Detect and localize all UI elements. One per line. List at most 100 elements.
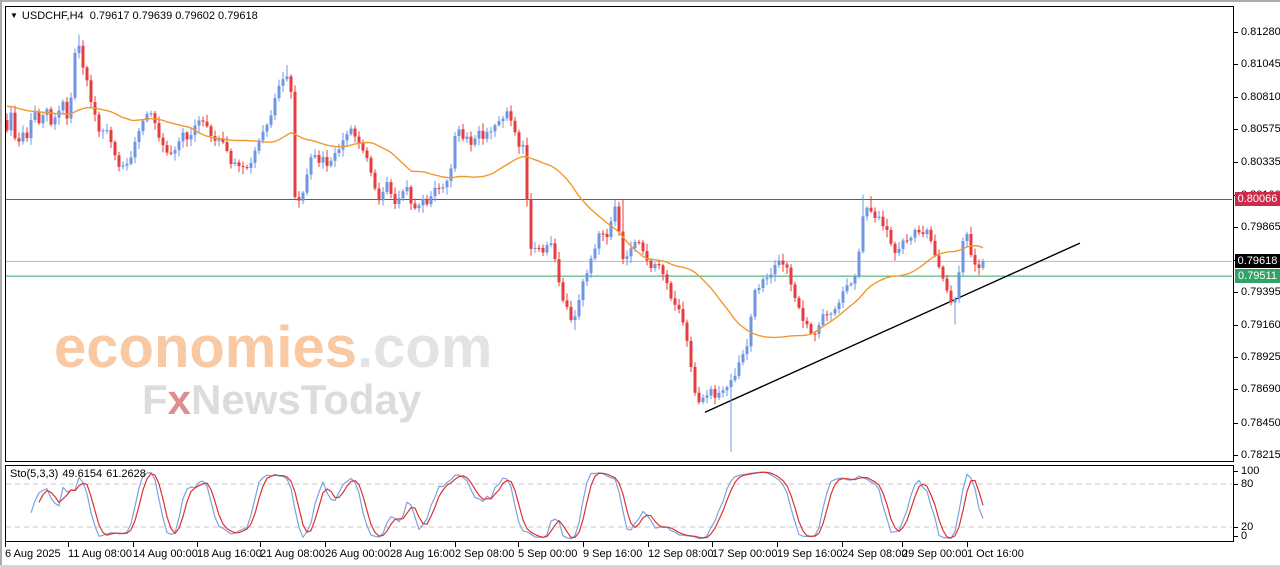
watermark-x: x [167, 376, 192, 423]
time-tick-label: 14 Aug 00:00 [133, 548, 198, 560]
price-tick [1233, 32, 1238, 33]
time-tick [967, 542, 968, 547]
stoch-scale-label: 80 [1241, 478, 1254, 490]
price-tick-label: 0.78215 [1241, 449, 1280, 461]
stoch-scale-tick [1233, 536, 1238, 537]
time-tick-label: 17 Sep 00:00 [712, 548, 778, 560]
price-tick-label: 0.81045 [1241, 58, 1280, 70]
price-badge: 0.79618 [1235, 254, 1280, 268]
time-tick-label: 12 Sep 08:00 [648, 548, 714, 560]
window-bottom-edge [0, 565, 1280, 567]
time-tick [777, 542, 778, 547]
stochastic-name: Sto(5,3,3) [10, 468, 59, 480]
stoch-scale-label: 100 [1241, 465, 1260, 477]
stochastic-panel[interactable]: Sto(5,3,3) 49.6154 61.2628 [5, 465, 1234, 542]
price-tick [1233, 357, 1238, 358]
watermark-f: F [142, 376, 168, 423]
watermark-domain: .com [357, 315, 493, 380]
candlesticks [6, 34, 985, 452]
price-tick [1233, 292, 1238, 293]
price-tick-label: 0.78925 [1241, 351, 1280, 363]
time-tick-label: 1 Oct 16:00 [967, 548, 1024, 560]
price-tick-label: 0.80810 [1241, 91, 1280, 103]
watermark: economies.com FxNewsToday [54, 319, 492, 421]
stochastic-d-value: 61.2628 [106, 468, 146, 480]
price-tick [1233, 227, 1238, 228]
time-tick-label: 19 Sep 16:00 [777, 548, 843, 560]
price-chart-panel[interactable]: ▼ USDCHF,H4 0.79617 0.79639 0.79602 0.79618 … [5, 6, 1234, 462]
stoch-scale-tick [1233, 484, 1238, 485]
price-tick [1233, 455, 1238, 456]
time-tick-label: 18 Aug 16:00 [197, 548, 262, 560]
price-tick [1233, 389, 1238, 390]
candlestick-chart-canvas[interactable] [6, 7, 1232, 460]
stochastic-d-line [38, 471, 984, 539]
time-tick [712, 542, 713, 547]
time-tick [325, 542, 326, 547]
time-tick [260, 542, 261, 547]
time-tick [518, 542, 519, 547]
time-tick [583, 542, 584, 547]
ohlc-high: 0.79639 [132, 10, 173, 22]
price-tick [1233, 97, 1238, 98]
time-tick-label: 24 Sep 08:00 [842, 548, 908, 560]
price-tick-label: 0.80335 [1241, 156, 1280, 168]
price-tick-label: 0.78690 [1241, 383, 1280, 395]
price-tick-label: 0.81280 [1241, 26, 1280, 38]
price-tick-label: 0.78450 [1241, 417, 1280, 429]
window-top-edge [0, 0, 1280, 2]
time-tick [648, 542, 649, 547]
watermark-fxnewstoday: FxNewsToday [142, 379, 492, 421]
time-tick [455, 542, 456, 547]
stoch-scale-label: 0 [1241, 530, 1248, 542]
price-axis[interactable]: 0.812800.810450.808100.805750.803350.801… [1233, 0, 1280, 567]
time-tick [197, 542, 198, 547]
stochastic-k-line [30, 471, 984, 540]
ohlc-open: 0.79617 [89, 10, 130, 22]
time-axis[interactable]: 6 Aug 2025 11 Aug 08:00 14 Aug 00:00 18 Aug… [0, 541, 1234, 565]
price-tick [1233, 162, 1238, 163]
time-tick-label: 21 Aug 08:00 [260, 548, 325, 560]
watermark-rest: NewsToday [191, 376, 422, 423]
price-tick-label: 0.79395 [1241, 286, 1280, 298]
time-tick-label: 28 Aug 16:00 [390, 548, 455, 560]
stoch-scale-tick [1233, 527, 1238, 528]
price-tick [1233, 325, 1238, 326]
time-tick-label: 9 Sep 16:00 [583, 548, 643, 560]
price-tick [1233, 64, 1238, 65]
time-tick-label: 11 Aug 08:00 [68, 548, 133, 560]
stochastic-k-value: 49.6154 [62, 468, 103, 480]
time-tick-label: 5 Sep 00:00 [518, 548, 578, 560]
price-tick-label: 0.80575 [1241, 123, 1280, 135]
moving-average-line [6, 105, 984, 339]
ohlc-close: 0.79618 [218, 10, 258, 22]
time-tick-label: 2 Sep 08:00 [455, 548, 515, 560]
time-tick-label: 6 Aug 2025 [5, 548, 61, 560]
time-tick [5, 542, 6, 547]
time-tick [68, 542, 69, 547]
ohlc-low: 0.79602 [175, 10, 216, 22]
time-tick [390, 542, 391, 547]
symbol-dropdown-icon[interactable]: ▼ [10, 11, 18, 20]
stoch-scale-label: 20 [1241, 521, 1254, 533]
time-tick [842, 542, 843, 547]
price-tick [1233, 423, 1238, 424]
symbol-timeframe-label: USDCHF,H4 [21, 10, 84, 22]
stochastic-label: Sto(5,3,3) 49.6154 61.2628 [10, 468, 150, 480]
chart-title: ▼ USDCHF,H4 0.79617 0.79639 0.79602 0.79618 [10, 10, 261, 22]
window-left-edge [0, 0, 2, 567]
price-tick-label: 0.79160 [1241, 319, 1280, 331]
stoch-scale-tick [1233, 471, 1238, 472]
time-tick [133, 542, 134, 547]
price-badge: 0.79511 [1235, 269, 1280, 283]
price-tick [1233, 129, 1238, 130]
time-tick-label: 29 Sep 00:00 [902, 548, 968, 560]
trendline [704, 242, 1081, 413]
stochastic-canvas[interactable] [6, 466, 1232, 540]
time-tick [902, 542, 903, 547]
price-tick-label: 0.79865 [1241, 221, 1280, 233]
time-tick-label: 26 Aug 00:00 [325, 548, 390, 560]
watermark-brand: economies [54, 315, 357, 380]
price-badge: 0.80066 [1235, 192, 1280, 206]
